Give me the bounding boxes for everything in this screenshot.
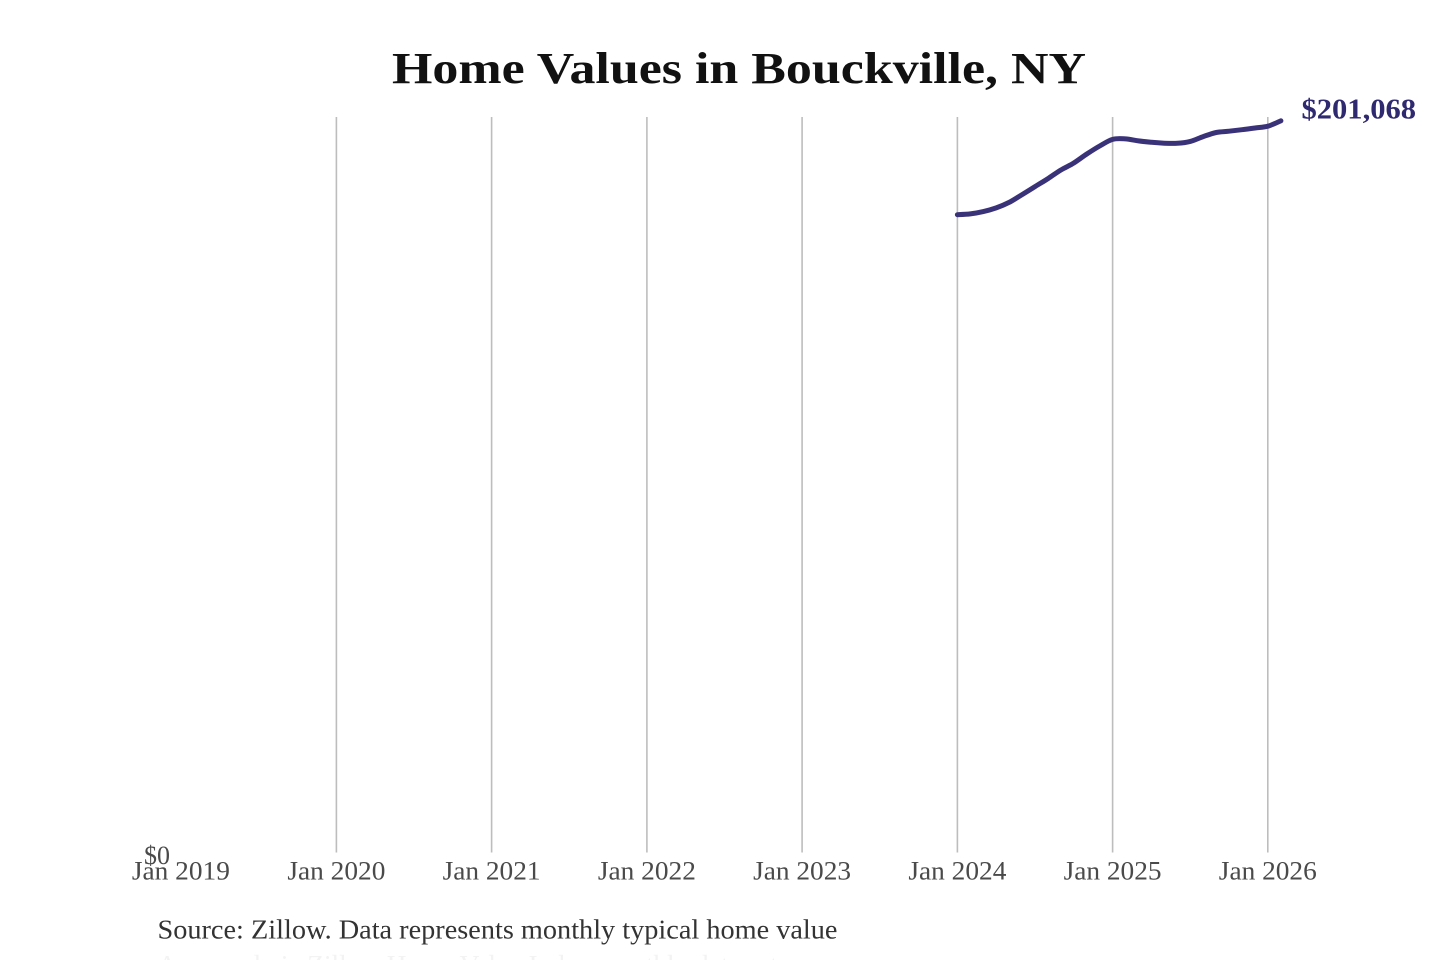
svg-text:Jan 2019: Jan 2019: [132, 857, 230, 886]
svg-text:Jan 2021: Jan 2021: [443, 857, 541, 886]
svg-text:Jan 2024: Jan 2024: [908, 857, 1006, 886]
svg-text:Jan 2023: Jan 2023: [753, 857, 851, 886]
svg-text:$201,068: $201,068: [1302, 95, 1417, 126]
svg-text:Accessed via Zillow Home Value: Accessed via Zillow Home Value Index mon…: [158, 950, 779, 960]
svg-text:$0: $0: [144, 841, 170, 870]
svg-text:Jan 2025: Jan 2025: [1064, 857, 1162, 886]
svg-text:Jan 2026: Jan 2026: [1219, 857, 1317, 886]
svg-text:Jan 2020: Jan 2020: [287, 857, 385, 886]
svg-text:Jan 2022: Jan 2022: [598, 857, 696, 886]
svg-text:Home Values in Bouckville, NY: Home Values in Bouckville, NY: [392, 44, 1086, 93]
svg-text:Source: Zillow. Data represent: Source: Zillow. Data represents monthly …: [158, 915, 838, 945]
